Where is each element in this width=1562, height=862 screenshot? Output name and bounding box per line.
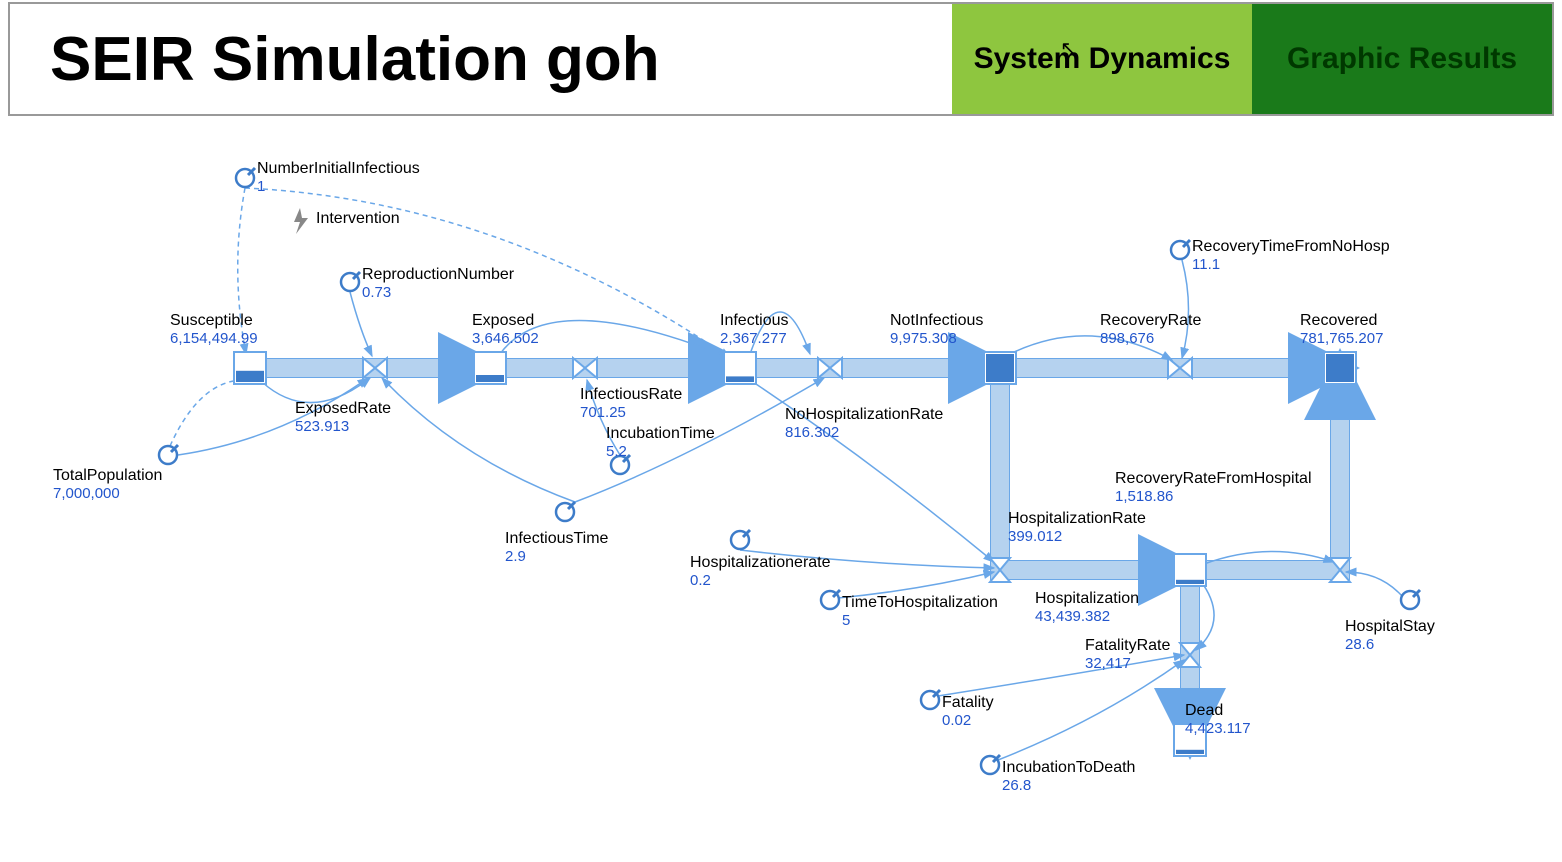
param-fatality[interactable] — [921, 690, 940, 709]
param-numberinitialinfectious[interactable] — [236, 168, 255, 187]
label-fatality: Fatality0.02 — [942, 694, 994, 731]
label-recovered: Recovered781,765.207 — [1300, 312, 1383, 349]
event-intervention[interactable] — [294, 208, 308, 234]
diagram-canvas[interactable]: Susceptible6,154,494.99 Exposed3,646.502 I… — [0, 120, 1562, 862]
label-susceptible: Susceptible6,154,494.99 — [170, 312, 258, 349]
label-incubationtime: IncubationTime5.2 — [606, 425, 715, 462]
param-totalpopulation[interactable] — [159, 445, 178, 464]
app-root: SEIR Simulation goh System Dynamics Grap… — [0, 0, 1562, 862]
label-numberinitialinfectious: NumberInitialInfectious1 — [257, 160, 420, 197]
stock-susceptible[interactable] — [234, 352, 266, 384]
label-recoverytimenohosp: RecoveryTimeFromNoHosp11.1 — [1192, 238, 1390, 275]
label-infectiousrate: InfectiousRate701.25 — [580, 386, 682, 423]
param-incubationtodeath[interactable] — [981, 755, 1000, 774]
label-totalpopulation: TotalPopulation7,000,000 — [53, 467, 162, 504]
label-hospitalstay: HospitalStay28.6 — [1345, 618, 1435, 655]
stock-notinfectious[interactable] — [984, 352, 1016, 384]
label-exposedrate: ExposedRate523.913 — [295, 400, 391, 437]
param-timetohospitalization[interactable] — [821, 590, 840, 609]
label-recoveryfromhosp: RecoveryRateFromHospital1,518.86 — [1115, 470, 1312, 507]
label-recoveryrate: RecoveryRate898,676 — [1100, 312, 1201, 349]
event-label: Intervention — [316, 210, 400, 228]
param-reproductionnumber[interactable] — [341, 272, 360, 291]
label-incubationtodeath: IncubationToDeath26.8 — [1002, 759, 1135, 796]
label-notinfectious: NotInfectious9,975.308 — [890, 312, 983, 349]
stock-exposed[interactable] — [474, 352, 506, 384]
param-hospitalizationerate[interactable] — [731, 530, 750, 549]
label-timetohospitalization: TimeToHospitalization5 — [842, 594, 998, 631]
label-infectious: Infectious2,367.277 — [720, 312, 788, 349]
tab-graphic-results[interactable]: Graphic Results — [1252, 4, 1552, 114]
label-nohosprate: NoHospitalizationRate816.302 — [785, 406, 943, 443]
stock-infectious[interactable] — [724, 352, 756, 384]
stock-recovered[interactable] — [1324, 352, 1356, 384]
label-hospitalizationerate: Hospitalizationerate0.2 — [690, 554, 831, 591]
label-dead: Dead4,423.117 — [1185, 702, 1251, 739]
label-hospitalization: Hospitalization43,439.382 — [1035, 590, 1139, 627]
label-fatalityrate: FatalityRate32,417 — [1085, 637, 1170, 674]
param-recoverytimenohosp[interactable] — [1171, 240, 1190, 259]
label-reproductionnumber: ReproductionNumber0.73 — [362, 266, 514, 303]
param-hospitalstay[interactable] — [1401, 590, 1420, 609]
label-hospitalizationrate: HospitalizationRate399.012 — [1008, 510, 1146, 547]
param-infectioustime[interactable] — [556, 502, 575, 521]
page-title: SEIR Simulation goh — [10, 4, 952, 114]
label-exposed: Exposed3,646.502 — [472, 312, 539, 349]
stock-hospitalization[interactable] — [1174, 554, 1206, 586]
label-infectioustime: InfectiousTime2.9 — [505, 530, 608, 567]
header-bar: SEIR Simulation goh System Dynamics Grap… — [8, 2, 1554, 116]
tab-system-dynamics[interactable]: System Dynamics — [952, 4, 1252, 114]
